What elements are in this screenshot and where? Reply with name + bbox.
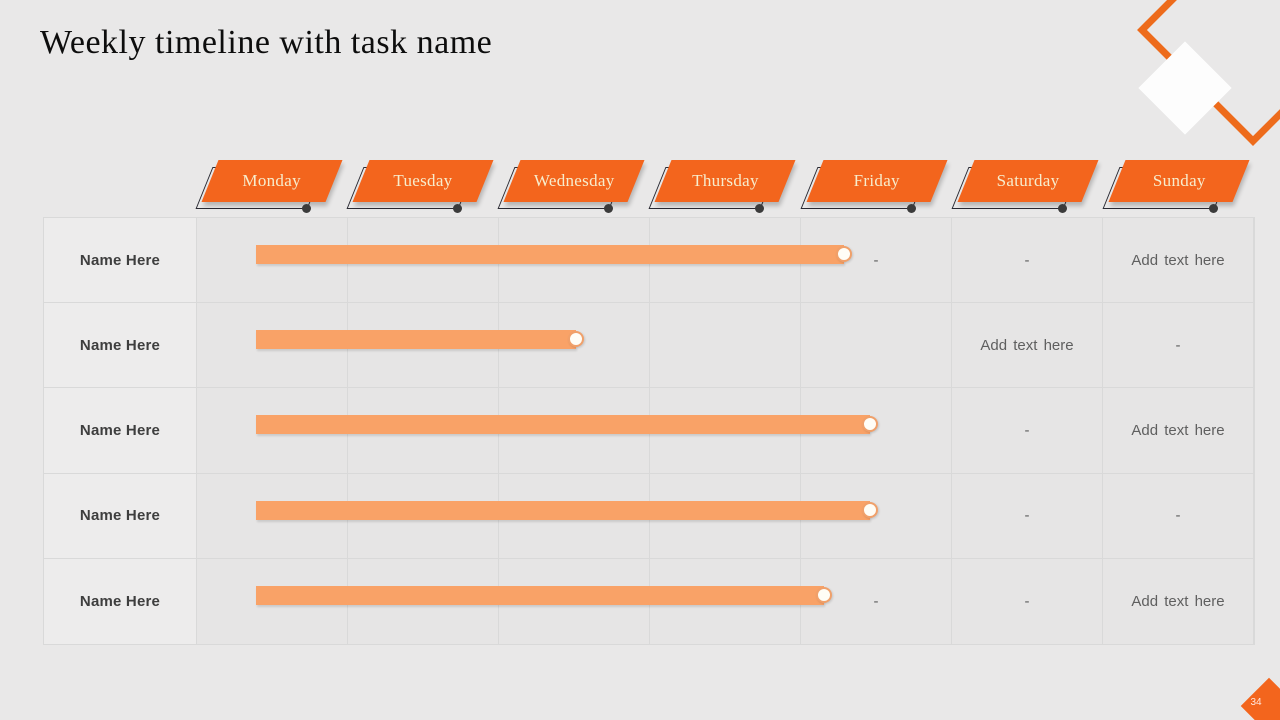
task-name-cell[interactable]: Name Here bbox=[44, 218, 197, 303]
day-banner-label: Tuesday bbox=[393, 171, 453, 190]
task-bar-endpoint-icon[interactable] bbox=[568, 331, 584, 348]
day-cell-add-text[interactable]: Add text here bbox=[1103, 388, 1254, 473]
page-number-badge: 34 bbox=[1240, 677, 1280, 720]
task-bar[interactable] bbox=[256, 585, 824, 605]
day-banner-label: Monday bbox=[242, 171, 301, 190]
task-bar[interactable] bbox=[256, 330, 576, 350]
task-bar[interactable] bbox=[256, 245, 844, 264]
task-bar[interactable] bbox=[256, 500, 870, 520]
day-cell-dash[interactable]: - bbox=[952, 218, 1103, 303]
banner-dot-icon bbox=[1209, 204, 1219, 213]
day-header-saturday: Saturday bbox=[951, 160, 1103, 217]
timeline-row: Name Here - - Add text here bbox=[44, 218, 1254, 304]
timeline-row: Name Here - - Add text here bbox=[44, 558, 1254, 644]
task-bar-endpoint-icon[interactable] bbox=[862, 501, 878, 518]
task-name-cell[interactable]: Name Here bbox=[44, 303, 197, 388]
banner-dot-icon bbox=[1058, 204, 1068, 213]
task-name-cell[interactable]: Name Here bbox=[44, 388, 197, 473]
header-name-spacer bbox=[43, 160, 196, 217]
task-bar-endpoint-icon[interactable] bbox=[816, 586, 832, 603]
weekly-timeline: Monday Tuesday Wednesday Thursday Friday Satu… bbox=[43, 160, 1255, 645]
day-header-tuesday: Tuesday bbox=[346, 160, 498, 217]
day-banner-label: Wednesday bbox=[533, 171, 615, 190]
day-cell-dash[interactable]: - bbox=[952, 388, 1103, 473]
page-number: 34 bbox=[1250, 696, 1262, 708]
day-banner-label: Saturday bbox=[996, 171, 1060, 190]
task-name-cell[interactable]: Name Here bbox=[44, 558, 197, 644]
day-banner-label: Sunday bbox=[1152, 171, 1206, 190]
day-banner-wrap: Thursday bbox=[648, 160, 796, 213]
task-bar[interactable] bbox=[256, 415, 870, 435]
timeline-row: Name Here - Add text here bbox=[44, 388, 1254, 474]
day-header-wednesday: Wednesday bbox=[497, 160, 650, 217]
day-cell-dash[interactable]: - bbox=[952, 558, 1103, 644]
day-cell-empty bbox=[801, 303, 952, 388]
day-header-sunday: Sunday bbox=[1102, 160, 1255, 217]
day-banner-wrap: Wednesday bbox=[497, 160, 645, 213]
day-cell-empty bbox=[650, 303, 801, 388]
day-header-thursday: Thursday bbox=[648, 160, 801, 217]
task-bar-endpoint-icon[interactable] bbox=[862, 416, 878, 433]
banner-dot-icon bbox=[906, 204, 916, 213]
task-bar-endpoint-icon[interactable] bbox=[836, 246, 852, 262]
day-cell-dash[interactable]: - bbox=[952, 473, 1103, 558]
day-banner-wrap: Friday bbox=[800, 160, 948, 213]
banner-dot-icon bbox=[755, 204, 765, 213]
day-header-monday: Monday bbox=[195, 160, 347, 217]
banner-dot-icon bbox=[301, 204, 311, 213]
day-header-row: Monday Tuesday Wednesday Thursday Friday Satu… bbox=[43, 160, 1255, 217]
timeline-grid: Name Here - - Add text here Name Here Add tex… bbox=[43, 217, 1255, 645]
banner-dot-icon bbox=[452, 204, 462, 213]
timeline-row: Name Here Add text here - bbox=[44, 303, 1254, 389]
day-cell-add-text[interactable]: Add text here bbox=[1103, 558, 1254, 644]
page-title: Weekly timeline with task name bbox=[40, 24, 493, 61]
banner-dot-icon bbox=[604, 204, 614, 213]
day-cell-add-text[interactable]: Add text here bbox=[952, 303, 1103, 388]
day-banner-wrap: Saturday bbox=[951, 160, 1099, 213]
day-cell-dash[interactable]: - bbox=[1103, 473, 1254, 558]
timeline-row: Name Here - - bbox=[44, 473, 1254, 559]
day-cell-dash[interactable]: - bbox=[1103, 303, 1254, 388]
day-banner-wrap: Monday bbox=[195, 160, 343, 213]
task-name-cell[interactable]: Name Here bbox=[44, 473, 197, 558]
day-banner-wrap: Tuesday bbox=[346, 160, 494, 213]
day-banner-wrap: Sunday bbox=[1102, 160, 1250, 213]
day-banner-label: Thursday bbox=[692, 171, 759, 190]
day-header-friday: Friday bbox=[800, 160, 952, 217]
day-banner-label: Friday bbox=[853, 171, 900, 190]
day-cell-add-text[interactable]: Add text here bbox=[1103, 218, 1254, 303]
